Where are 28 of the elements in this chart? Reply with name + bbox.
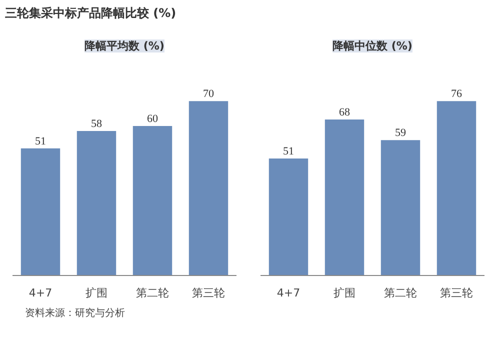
data-label: 68 <box>339 106 350 118</box>
bar <box>132 126 172 276</box>
x-tick-label: 第三轮 <box>440 286 473 300</box>
chart-subtitle: 降幅平均数 (%) <box>84 40 164 52</box>
chart-title: 三轮集采中标产品降幅比较 (%) <box>5 5 176 22</box>
x-tick-label: 第二轮 <box>384 286 417 300</box>
x-tick-label: 第二轮 <box>136 286 169 300</box>
bar <box>188 101 228 276</box>
chart-subtitle: 降幅中位数 (%) <box>332 40 412 52</box>
data-label: 58 <box>91 118 102 130</box>
x-tick-label: 4+7 <box>276 286 300 300</box>
data-label: 76 <box>451 88 462 100</box>
bar <box>380 140 420 276</box>
bar <box>20 148 60 276</box>
data-label: 51 <box>35 135 46 148</box>
bar <box>324 119 364 276</box>
data-label: 59 <box>395 127 406 140</box>
data-label: 60 <box>147 113 158 126</box>
x-tick-label: 扩围 <box>86 286 108 300</box>
bar <box>268 158 308 276</box>
data-label: 51 <box>283 145 294 158</box>
x-tick-label: 扩围 <box>334 286 356 300</box>
bar <box>76 130 116 276</box>
bar <box>436 101 476 276</box>
x-tick-label: 4+7 <box>28 286 52 300</box>
data-label: 70 <box>203 88 214 100</box>
text: 资料来源：研究与分析 <box>25 307 125 321</box>
x-tick-label: 第三轮 <box>192 286 225 300</box>
